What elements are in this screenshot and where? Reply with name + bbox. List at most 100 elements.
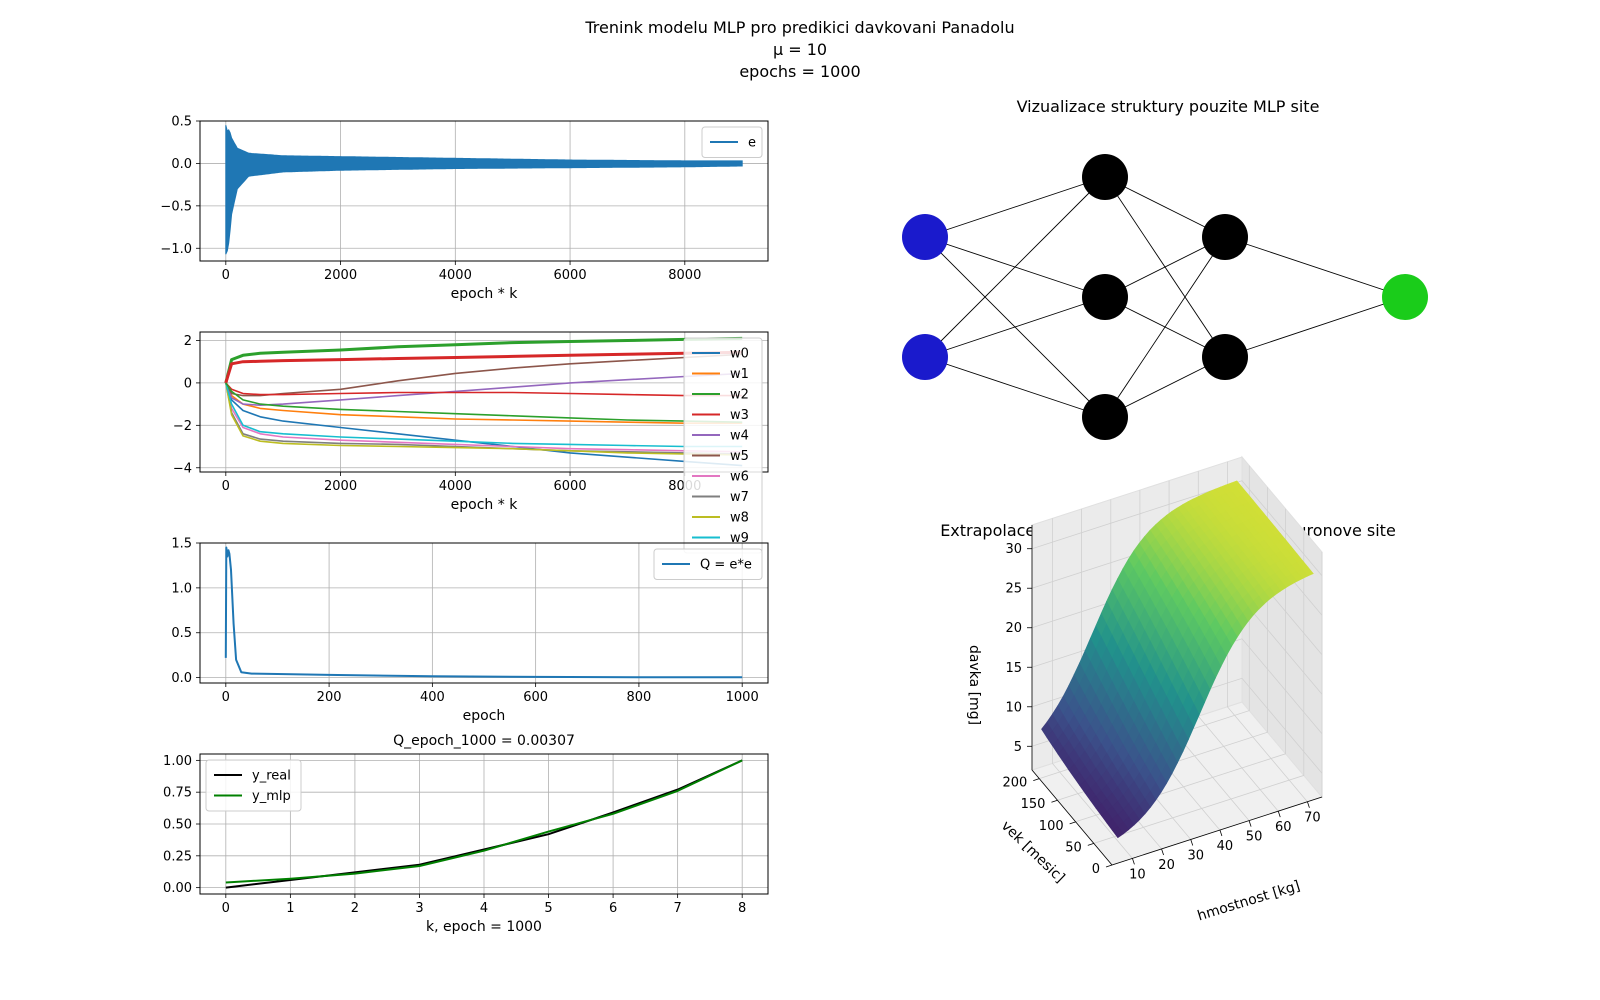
axes-frame: [199, 753, 769, 895]
x-tick-label: 200: [317, 690, 342, 705]
figure-title-line-1: Trenink modelu MLP pro predikici davkova…: [584, 18, 1014, 37]
y-tick-label: 50: [1065, 840, 1082, 855]
network-edge: [1104, 236, 1226, 418]
y-tick: [1033, 778, 1040, 782]
y-tick-label: −1.0: [160, 242, 192, 257]
y-tick-label: 0.00: [163, 881, 192, 896]
y-tick-label: 0.0: [171, 157, 192, 172]
x-tick-label: 0: [222, 479, 230, 494]
y-tick-label: 0.75: [163, 786, 192, 801]
x-tick: [1161, 848, 1164, 856]
y-tick-label: −4: [173, 461, 192, 476]
legend-label: y_mlp: [252, 789, 291, 804]
network-edge: [924, 176, 1106, 358]
y-tick-label: 1.00: [163, 754, 192, 769]
network-edge: [924, 176, 1106, 238]
x-tick-label: 400: [420, 690, 445, 705]
x-tick: [1277, 811, 1281, 818]
network-edge: [924, 356, 1106, 418]
y-tick-label: 0: [1092, 862, 1100, 877]
network-edge: [1224, 236, 1406, 298]
x-axis-label: k, epoch = 1000: [426, 919, 542, 935]
series-weight-extra: [225, 382, 743, 397]
series-w6: [225, 382, 743, 453]
surface-plot: Extrapolace davek panadolu pomoci MLP Ne…: [940, 455, 1396, 924]
legend-label: w0: [730, 347, 749, 362]
series-w9: [225, 382, 743, 448]
grid-line-z: [1031, 480, 1323, 576]
y-tick: [1087, 843, 1094, 846]
legend-label: w2: [730, 388, 749, 403]
hidden-neuron: [1202, 334, 1248, 380]
x-tick-label: 4: [480, 901, 488, 916]
series-e-band: [225, 125, 743, 255]
fit-plot: Q_epoch_1000 = 0.00307 0 1 2 3 4 5 6 7 8 0.00 0.25 0…: [163, 733, 769, 935]
x-tick: [1248, 820, 1252, 827]
hidden-neuron: [1082, 154, 1128, 200]
legend-label: y_real: [252, 769, 291, 784]
y-tick-label: 0.5: [171, 115, 192, 130]
y-tick-label: −0.5: [160, 199, 192, 214]
x-tick-label: 2000: [324, 268, 357, 283]
legend-label: w9: [730, 531, 749, 546]
x-tick-label: 4000: [439, 268, 472, 283]
input-neuron: [902, 334, 948, 380]
z-tick-label: 30: [1005, 542, 1022, 557]
y-tick-label: 0.0: [171, 671, 192, 686]
x-tick-label: 0: [222, 268, 230, 283]
axes-frame: [199, 331, 769, 473]
series-w7: [225, 382, 743, 455]
x-tick-label: 8: [738, 901, 746, 916]
q-plot: 0 200 400 600 800 1000 0.0 0.5 1.0 1.5 epoch Q = e*…: [171, 537, 769, 724]
x-axis-label: epoch * k: [451, 497, 519, 513]
error-plot: 0 2000 4000 6000 8000 0.5 0.0 −0.5 −1.0 epoch * k…: [160, 115, 769, 302]
y-tick-label: 1.5: [171, 537, 192, 552]
y-tick-label: 1.0: [171, 581, 192, 596]
series-w3: [224, 350, 743, 384]
figure-title-line-2: μ = 10: [773, 40, 827, 59]
axes-frame: [199, 120, 769, 262]
legend-label: w4: [730, 429, 749, 444]
x-tick-label: 3: [415, 901, 423, 916]
y-axis-line: [1031, 769, 1113, 866]
network-edge: [1224, 296, 1406, 358]
x-tick-label: 8000: [668, 268, 701, 283]
network-diagram: Vizualizace struktury pouzite MLP site: [902, 97, 1428, 440]
x-tick-label: 1000: [726, 690, 759, 705]
hidden-neuron: [1202, 214, 1248, 260]
surface-zlabel: davka [mg]: [966, 645, 982, 725]
y-tick-label: −2: [173, 419, 192, 434]
legend-label: e: [748, 136, 756, 151]
hidden-neuron: [1082, 274, 1128, 320]
series-w0: [225, 382, 743, 467]
legend-label: w7: [730, 490, 749, 505]
y-tick-label: 0.25: [163, 849, 192, 864]
axes-frame: [199, 542, 769, 684]
legend-label: w1: [730, 367, 749, 382]
x-tick-label: 40: [1217, 839, 1234, 854]
network-title: Vizualizace struktury pouzite MLP site: [1017, 97, 1320, 116]
z-tick-label: 10: [1005, 700, 1022, 715]
y-tick-label: 0: [184, 376, 192, 391]
y-tick-label: 0.50: [163, 818, 192, 833]
fit-title: Q_epoch_1000 = 0.00307: [393, 733, 575, 749]
legend-label: w6: [730, 470, 749, 485]
x-tick-label: 1: [286, 901, 294, 916]
x-tick-label: 6: [609, 901, 617, 916]
legend-box: [683, 337, 763, 554]
x-tick: [1190, 839, 1194, 846]
y-tick: [1069, 821, 1076, 825]
x-tick-label: 0: [222, 690, 230, 705]
y-tick-label: 100: [1039, 819, 1064, 834]
network-edge: [924, 296, 1106, 358]
x-tick-label: 7: [673, 901, 681, 916]
legend-label: Q = e*e: [700, 558, 752, 573]
x-tick-label: 10: [1129, 867, 1146, 882]
y-tick-label: 0.5: [171, 626, 192, 641]
legend-label: w8: [730, 511, 749, 526]
legend-box: [653, 548, 763, 580]
x-tick-label: 60: [1275, 820, 1292, 835]
y-tick-label: 2: [184, 334, 192, 349]
